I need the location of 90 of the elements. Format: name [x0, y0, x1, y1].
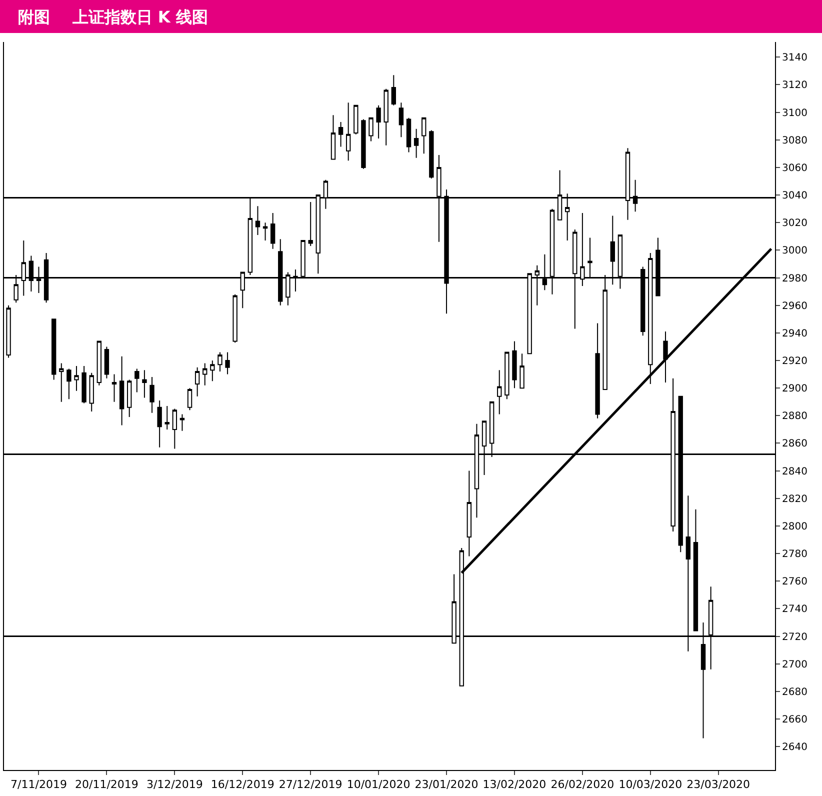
candlestick — [218, 352, 222, 372]
y-tick-label: 2740 — [782, 604, 808, 616]
candlestick — [74, 366, 79, 392]
y-tick-label: 2860 — [782, 438, 808, 450]
candlestick — [127, 379, 132, 418]
candlestick — [164, 406, 170, 430]
x-tick-label: 10/01/2020 — [346, 778, 410, 792]
x-tick-label: 23/01/2020 — [414, 778, 478, 792]
candlestick — [6, 304, 11, 358]
candlestick — [391, 74, 396, 106]
candlestick — [180, 414, 185, 432]
candlestick — [104, 346, 110, 379]
x-tick-label: 7/11/2019 — [10, 778, 67, 792]
y-tick-label: 2660 — [782, 714, 808, 726]
y-tick-label: 2700 — [782, 659, 808, 670]
candlestick — [497, 370, 502, 415]
candlestick — [398, 102, 404, 138]
y-tick-label: 3120 — [782, 80, 808, 92]
candlestick — [255, 206, 260, 236]
y-tick-label: 2880 — [782, 411, 808, 422]
y-tick-label: 2760 — [782, 576, 808, 588]
candlestick — [406, 117, 412, 153]
candlestick — [595, 322, 600, 419]
candlestick — [354, 104, 358, 135]
x-tick-label: 26/02/2020 — [550, 778, 614, 792]
candlestick — [422, 117, 426, 154]
candlestick — [270, 212, 276, 250]
x-tick-label: 16/12/2019 — [210, 778, 274, 792]
candlestick — [225, 352, 230, 375]
candlestick — [157, 400, 162, 448]
candlestick — [194, 366, 200, 397]
candlestick — [338, 121, 344, 148]
x-tick-label: 13/02/2020 — [482, 778, 546, 792]
y-tick-label: 2800 — [782, 521, 808, 532]
x-tick-label: 10/03/2020 — [618, 778, 682, 792]
candlestick — [119, 356, 124, 426]
candlestick — [376, 104, 381, 140]
candlestick — [512, 340, 517, 389]
candlestick — [693, 508, 698, 632]
y-tick-label: 3100 — [782, 108, 808, 119]
candlestick — [384, 88, 388, 146]
candlestick — [368, 117, 374, 142]
candlestick — [89, 372, 94, 412]
candlestick — [134, 368, 140, 393]
x-tick-label: 27/12/2019 — [278, 778, 342, 792]
x-tick-label: 20/11/2019 — [74, 778, 138, 792]
candlestick — [466, 470, 472, 557]
y-tick-label: 3060 — [782, 162, 808, 174]
y-tick-label: 2940 — [782, 328, 808, 340]
candlestick — [59, 362, 64, 402]
candlestick — [202, 362, 208, 386]
y-tick-label: 2820 — [782, 494, 808, 505]
candlestick — [66, 368, 72, 400]
candlestick — [262, 222, 268, 242]
y-tick-label: 2640 — [782, 742, 808, 754]
candlestick — [429, 130, 434, 179]
y-tick-label: 2840 — [782, 466, 808, 478]
y-tick-label: 3020 — [782, 218, 808, 230]
y-tick-label: 2720 — [782, 632, 808, 643]
candlestick — [232, 294, 238, 344]
candlestick — [414, 128, 419, 158]
candlestick — [187, 388, 192, 411]
candlestick — [210, 360, 215, 382]
y-tick-label: 2920 — [782, 356, 808, 367]
y-tick-label: 3000 — [782, 246, 808, 257]
candlestick — [308, 201, 313, 247]
candlestick — [330, 114, 336, 160]
candlestick — [504, 352, 510, 400]
y-tick-label: 2980 — [782, 273, 808, 284]
candlestick — [112, 374, 117, 402]
y-tick-label: 2780 — [782, 549, 808, 560]
x-tick-label: 23/03/2020 — [686, 778, 750, 792]
candlestick — [150, 376, 154, 414]
y-tick-label: 3080 — [782, 135, 808, 146]
y-tick-label: 2900 — [782, 384, 808, 395]
x-tick-label: 3/12/2019 — [146, 778, 203, 792]
candlestick — [142, 370, 147, 398]
candlestick — [663, 331, 668, 384]
candlestick — [96, 340, 102, 386]
y-tick-label: 2680 — [782, 686, 808, 698]
candlestick — [82, 366, 86, 404]
chart-title: 附图 上证指数日 K 线图 — [18, 8, 208, 27]
y-tick-label: 2960 — [782, 300, 808, 312]
y-tick-label: 3040 — [782, 190, 808, 202]
candlestick — [361, 118, 366, 170]
y-tick-label: 3140 — [782, 52, 808, 64]
candlestick — [520, 353, 524, 389]
candlestick — [346, 102, 351, 162]
candlestick — [51, 318, 56, 380]
candlestick — [172, 408, 178, 450]
